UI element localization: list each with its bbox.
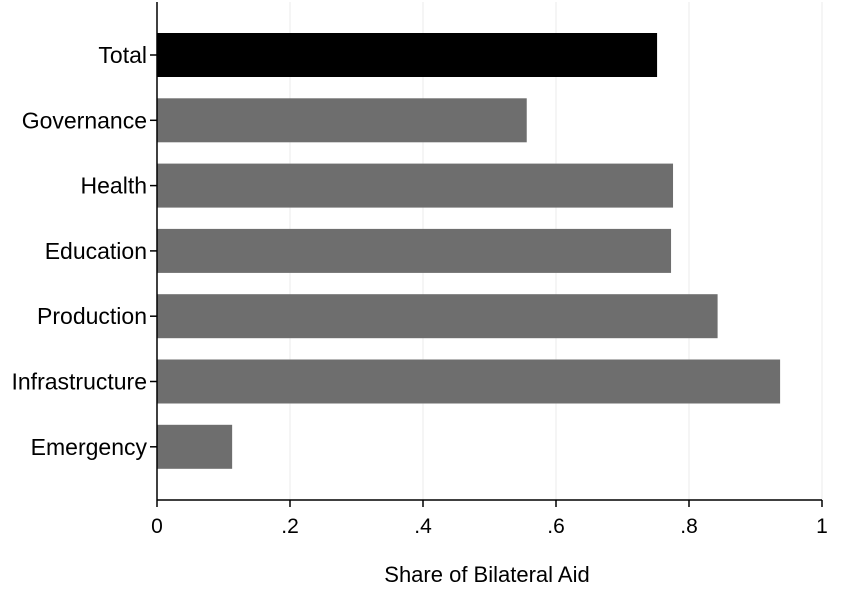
x-tick-label: .2 [281,515,299,538]
category-label: Infrastructure [12,369,148,395]
x-tick-label: .6 [547,515,565,538]
x-axis-title: Share of Bilateral Aid [384,562,589,584]
bar-total [157,33,658,77]
category-label: Health [81,173,147,199]
bar-education [157,228,672,273]
x-tick-label: 0 [151,515,163,538]
bar-infrastructure [157,359,781,404]
x-tick-label: .8 [680,515,698,538]
bars [157,33,781,469]
bar-governance [157,98,527,143]
x-axis-ticks: 0 .2 .4 .6 .8 1 [151,500,828,538]
category-label: Education [45,238,147,264]
x-tick-label: 1 [816,515,828,538]
category-label: Governance [22,107,147,133]
category-labels: Total Governance Health Education Production… [12,42,157,460]
bar-emergency [157,424,233,469]
category-label: Production [37,303,147,329]
x-tick-label: .4 [414,515,432,538]
category-label: Total [98,42,147,68]
bar-health [157,163,674,208]
bar-production [157,294,718,339]
category-label: Emergency [31,434,148,460]
